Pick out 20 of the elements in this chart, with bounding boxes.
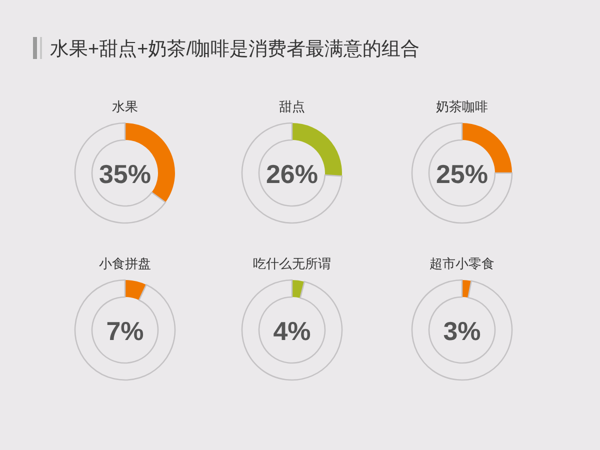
text: 4% [273,316,311,346]
chart-title: 小食拼盘 [99,256,151,271]
chart-title: 吃什么无所谓 [253,256,331,271]
chart-title: 奶茶咖啡 [436,99,488,114]
chart-title: 超市小零食 [430,256,494,271]
donut-slice [74,279,176,381]
text: 26% [266,159,318,189]
chart-title: 甜点 [279,99,305,114]
donut-slice [411,122,513,224]
text: 25% [436,159,488,189]
donut-slice [241,279,343,381]
donut-slice [241,122,343,224]
text: 水果+甜点+奶茶/咖啡是消费者最满意的组合 [50,39,420,60]
text: 35% [98,159,152,189]
donut-slice [74,122,166,224]
text: 7% [106,316,144,346]
donut-slice [125,280,146,300]
donut-slice [411,279,513,381]
text: 3% [443,316,481,346]
chart-title: 水果 [112,99,138,114]
